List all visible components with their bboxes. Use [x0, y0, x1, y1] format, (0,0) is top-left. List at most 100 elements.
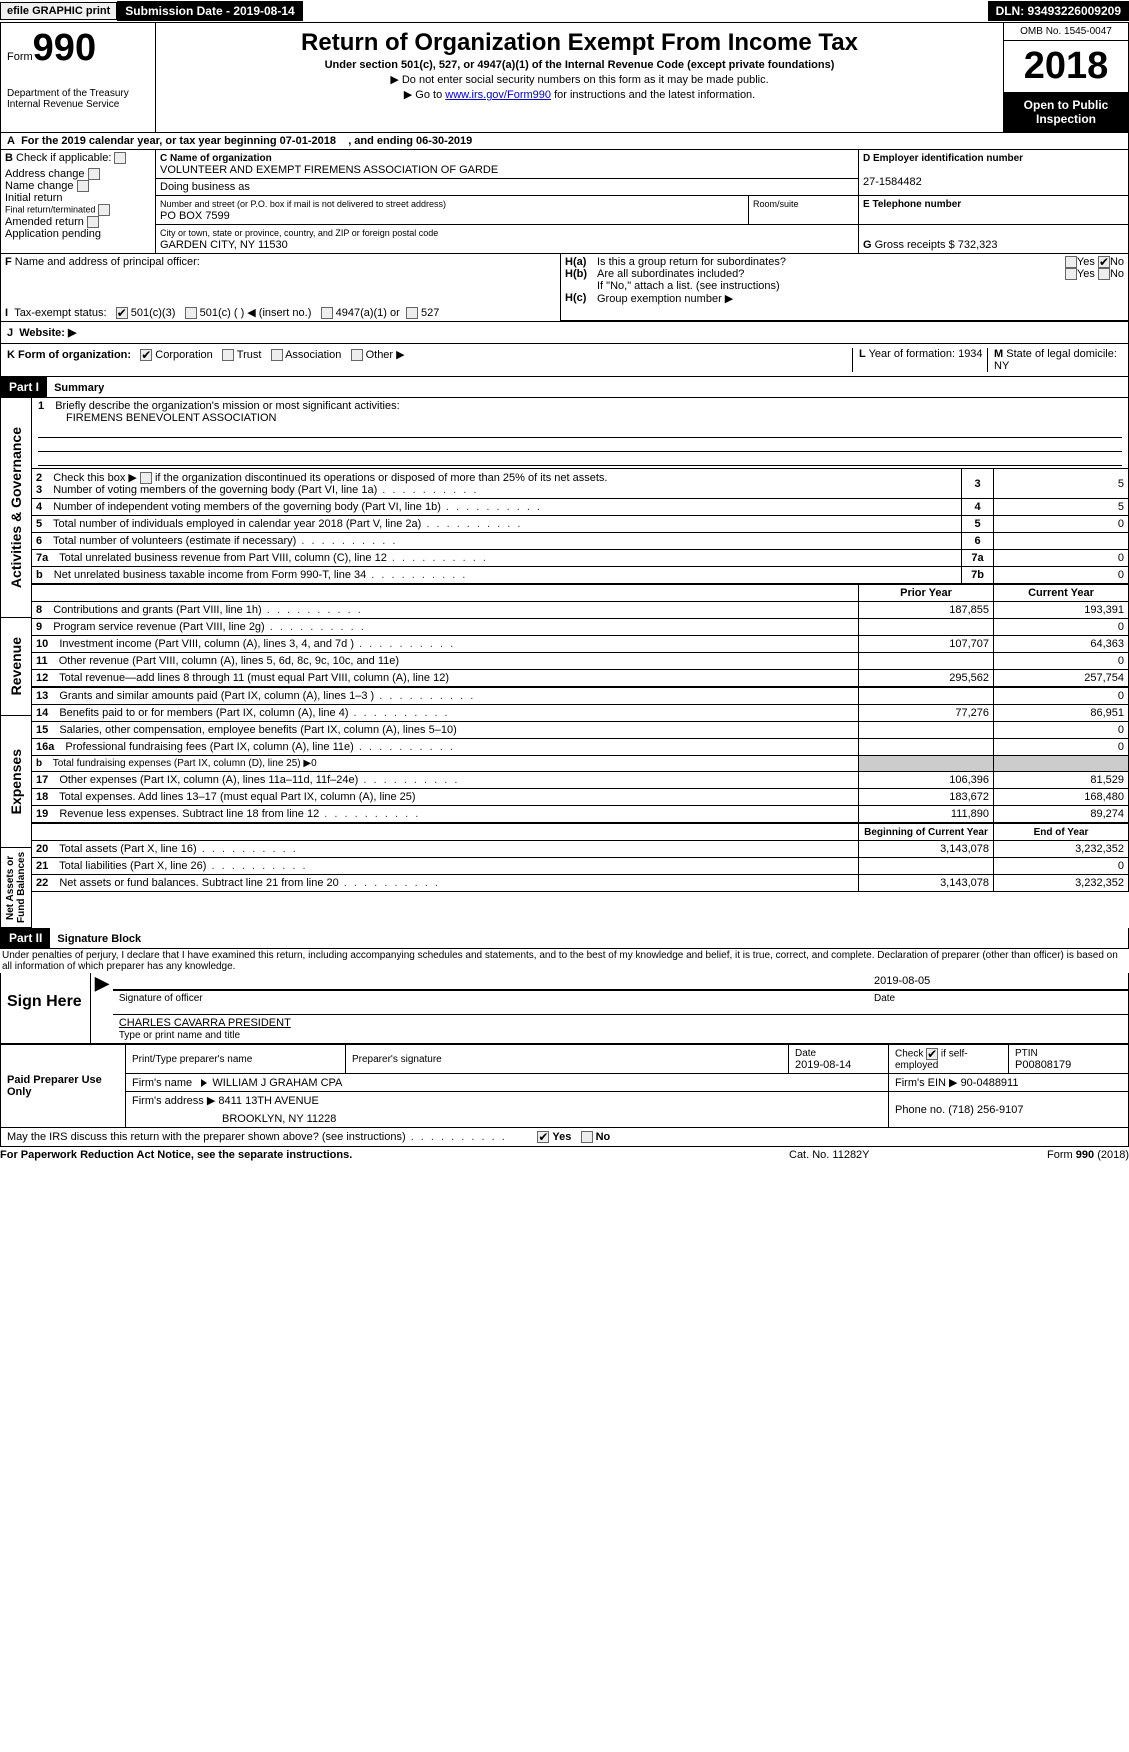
officer-name: CHARLES CAVARRA PRESIDENT — [119, 1017, 291, 1029]
checkbox-applicable[interactable] — [114, 152, 126, 164]
triangle-icon — [201, 1079, 207, 1087]
efile-label: efile GRAPHIC print — [0, 2, 117, 20]
hb-note: If "No," attach a list. (see instruction… — [565, 280, 1124, 292]
opt-final: Final return/terminated — [5, 205, 96, 215]
cb-ha-no[interactable] — [1098, 256, 1110, 268]
cb-assoc[interactable] — [271, 349, 283, 361]
opt-pending: Application pending — [5, 228, 101, 240]
perjury-text: Under penalties of perjury, I declare th… — [0, 949, 1129, 973]
line-16b: b Total fundraising expenses (Part IX, c… — [32, 756, 1129, 772]
section-h: H(a) Is this a group return for subordin… — [561, 254, 1129, 321]
cb-amended[interactable] — [87, 216, 99, 228]
print-name-label: Print/Type preparer's name — [132, 1054, 252, 1065]
cb-hb-yes[interactable] — [1065, 268, 1077, 280]
sign-here-label: Sign Here — [1, 973, 91, 1043]
city-value: GARDEN CITY, NY 11530 — [160, 239, 288, 251]
side-governance: Activities & Governance — [8, 427, 24, 588]
cb-hb-no[interactable] — [1098, 268, 1110, 280]
cb-discuss-no[interactable] — [581, 1131, 593, 1143]
firm-name: WILLIAM J GRAHAM CPA — [212, 1077, 342, 1089]
line-10: 10 Investment income (Part VIII, column … — [32, 636, 1129, 653]
section-j: J Website: ▶ — [0, 322, 1129, 344]
cb-address[interactable] — [88, 168, 100, 180]
dept-treasury: Department of the Treasury Internal Reve… — [7, 88, 149, 110]
line-21: 21 Total liabilities (Part X, line 26)0 — [32, 858, 1129, 875]
opt-assoc: Association — [285, 349, 341, 361]
section-c-city: City or town, state or province, country… — [156, 225, 859, 254]
opt-other: Other ▶ — [366, 349, 405, 361]
arrow-icon: ▶ — [91, 973, 113, 1043]
cb-corp[interactable] — [140, 349, 152, 361]
cb-4947[interactable] — [321, 307, 333, 319]
paid-prep-label: Paid Preparer Use Only — [1, 1045, 126, 1128]
opt-trust: Trust — [237, 349, 262, 361]
irs-link[interactable]: www.irs.gov/Form990 — [445, 89, 551, 101]
firm-addr2: BROOKLYN, NY 11228 — [132, 1107, 882, 1125]
hdr-beg-end: Beginning of Current YearEnd of Year — [32, 824, 1129, 841]
line-19: 19 Revenue less expenses. Subtract line … — [32, 806, 1129, 823]
top-bar: efile GRAPHIC print Submission Date - 20… — [0, 0, 1129, 22]
firm-addr1: 8411 13TH AVENUE — [218, 1095, 318, 1107]
val-7a: 0 — [994, 550, 1129, 567]
state-domicile: State of legal domicile: NY — [994, 348, 1117, 372]
section-b: B Check if applicable: Address change Na… — [1, 150, 156, 254]
cb-ha-yes[interactable] — [1065, 256, 1077, 268]
submission-date: Submission Date - 2019-08-14 — [117, 1, 302, 21]
line-16a: 16a Professional fundraising fees (Part … — [32, 739, 1129, 756]
room-label: Room/suite — [753, 199, 799, 209]
section-k-l-m: K Form of organization: Corporation Trus… — [0, 344, 1129, 377]
hb-label: H(b) — [565, 268, 597, 280]
line-9: 9 Program service revenue (Part VIII, li… — [32, 619, 1129, 636]
open-public: Open to PublicInspection — [1004, 92, 1128, 132]
line-13: 13 Grants and similar amounts paid (Part… — [32, 688, 1129, 705]
cb-other[interactable] — [351, 349, 363, 361]
cb-self-employed[interactable] — [926, 1048, 938, 1060]
footer-center: Cat. No. 11282Y — [789, 1149, 989, 1161]
sig-date-label: Date — [868, 990, 1128, 1006]
val-5: 0 — [994, 516, 1129, 533]
header-left: Form 990 Department of the Treasury Inte… — [1, 23, 156, 132]
line-22: 22 Net assets or fund balances. Subtract… — [32, 875, 1129, 892]
cb-discuss-yes[interactable] — [537, 1131, 549, 1143]
footer-left: For Paperwork Reduction Act Notice, see … — [0, 1149, 789, 1161]
cb-527[interactable] — [406, 307, 418, 319]
form-prefix: Form — [7, 51, 33, 63]
org-name: VOLUNTEER AND EXEMPT FIREMENS ASSOCIATIO… — [160, 164, 498, 176]
row-a: A For the 2019 calendar year, or tax yea… — [0, 133, 1129, 150]
line-8: 8 Contributions and grants (Part VIII, l… — [32, 602, 1129, 619]
form-title: Return of Organization Exempt From Incom… — [164, 29, 995, 57]
line-2-3: 2 Check this box ▶ if the organization d… — [32, 469, 1129, 499]
line-17: 17 Other expenses (Part IX, column (A), … — [32, 772, 1129, 789]
hb-text: Are all subordinates included? — [597, 268, 1065, 280]
prep-sig-label: Preparer's signature — [352, 1054, 442, 1065]
ha-text: Is this a group return for subordinates? — [597, 256, 1065, 268]
header-right: OMB No. 1545-0047 2018 Open to PublicIns… — [1003, 23, 1128, 132]
line-14: 14 Benefits paid to or for members (Part… — [32, 705, 1129, 722]
line-15: 15 Salaries, other compensation, employe… — [32, 722, 1129, 739]
hc-label: H(c) — [565, 292, 597, 305]
cb-final[interactable] — [98, 204, 110, 216]
section-c-name: C Name of organization VOLUNTEER AND EXE… — [156, 150, 859, 179]
part-ii-label: Part II — [1, 928, 50, 948]
opt-corp: Corporation — [155, 349, 212, 361]
line-11: 11 Other revenue (Part VIII, column (A),… — [32, 653, 1129, 670]
opt-amended: Amended return — [5, 216, 84, 228]
firm-ein: 90-0488911 — [961, 1077, 1019, 1089]
hc-text: Group exemption number ▶ — [597, 292, 1124, 305]
line-1: 1 Briefly describe the organization's mi… — [32, 398, 1129, 469]
gross-receipts: Gross receipts $ 732,323 — [875, 239, 998, 251]
cb-501c3[interactable] — [116, 307, 128, 319]
cb-trust[interactable] — [222, 349, 234, 361]
form-subtitle: Under section 501(c), 527, or 4947(a)(1)… — [164, 59, 995, 71]
tax-exempt-label: Tax-exempt status: — [14, 307, 106, 319]
hdr-prior-curr: Prior YearCurrent Year — [32, 585, 1129, 602]
street-value: PO BOX 7599 — [160, 210, 230, 222]
line-18: 18 Total expenses. Add lines 13–17 (must… — [32, 789, 1129, 806]
cb-501c[interactable] — [185, 307, 197, 319]
val-7b: 0 — [994, 567, 1129, 584]
ha-label: H(a) — [565, 256, 597, 268]
summary-block: Activities & Governance Revenue Expenses… — [0, 398, 1129, 928]
line-6: 6 Total number of volunteers (estimate i… — [32, 533, 1129, 550]
cb-name[interactable] — [77, 180, 89, 192]
cb-discontinued[interactable] — [140, 472, 152, 484]
